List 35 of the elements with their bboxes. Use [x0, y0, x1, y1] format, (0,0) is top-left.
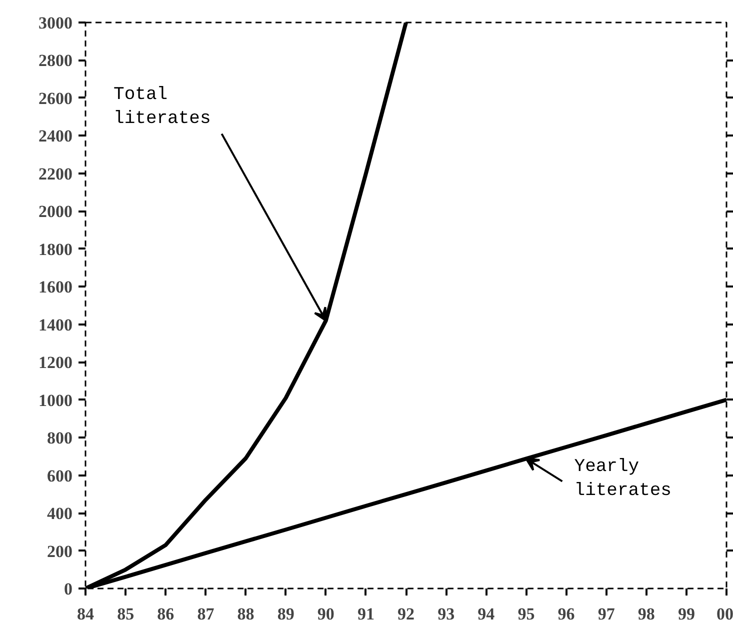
y-tick-label: 2200 [38, 164, 72, 184]
y-tick-label: 2400 [38, 126, 72, 146]
y-tick-label: 1000 [38, 390, 72, 410]
x-tick-label: 98 [638, 604, 655, 624]
x-tick-label: 86 [157, 604, 174, 624]
annotation: Yearly literates [574, 456, 672, 501]
x-tick-label: 92 [398, 604, 414, 624]
x-tick-label: 84 [77, 604, 94, 624]
x-tick-label: 95 [518, 604, 535, 624]
y-tick-label: 2800 [38, 51, 72, 70]
y-tick-label: 600 [47, 466, 72, 486]
x-tick-label: 88 [237, 604, 254, 624]
x-tick-label: 90 [317, 604, 334, 624]
y-tick-label: 800 [47, 428, 72, 448]
y-tick-label: 2000 [38, 202, 72, 222]
annotation: Total literates [114, 84, 211, 129]
y-tick-label: 3000 [38, 14, 72, 32]
x-tick-label: 94 [478, 604, 496, 624]
y-tick-label: 1600 [38, 278, 72, 297]
y-tick-label: 1200 [38, 353, 72, 372]
x-tick-label: 00 [716, 604, 733, 624]
x-tick-label: 99 [678, 604, 695, 624]
x-tick-label: 89 [277, 604, 294, 624]
x-tick-label: 93 [438, 604, 455, 624]
x-tick-label: 87 [197, 604, 215, 624]
y-tick-label: 0 [64, 580, 72, 598]
y-tick-label: 400 [47, 504, 72, 524]
x-tick-label: 91 [357, 604, 374, 624]
x-tick-label: 96 [558, 604, 575, 624]
x-tick-label: 85 [117, 604, 134, 624]
y-tick-label: 1400 [38, 315, 72, 334]
x-tick-label: 97 [598, 604, 616, 624]
y-tick-label: 2600 [38, 88, 72, 108]
y-tick-label: 1800 [38, 240, 72, 259]
y-tick-label: 200 [47, 542, 72, 561]
